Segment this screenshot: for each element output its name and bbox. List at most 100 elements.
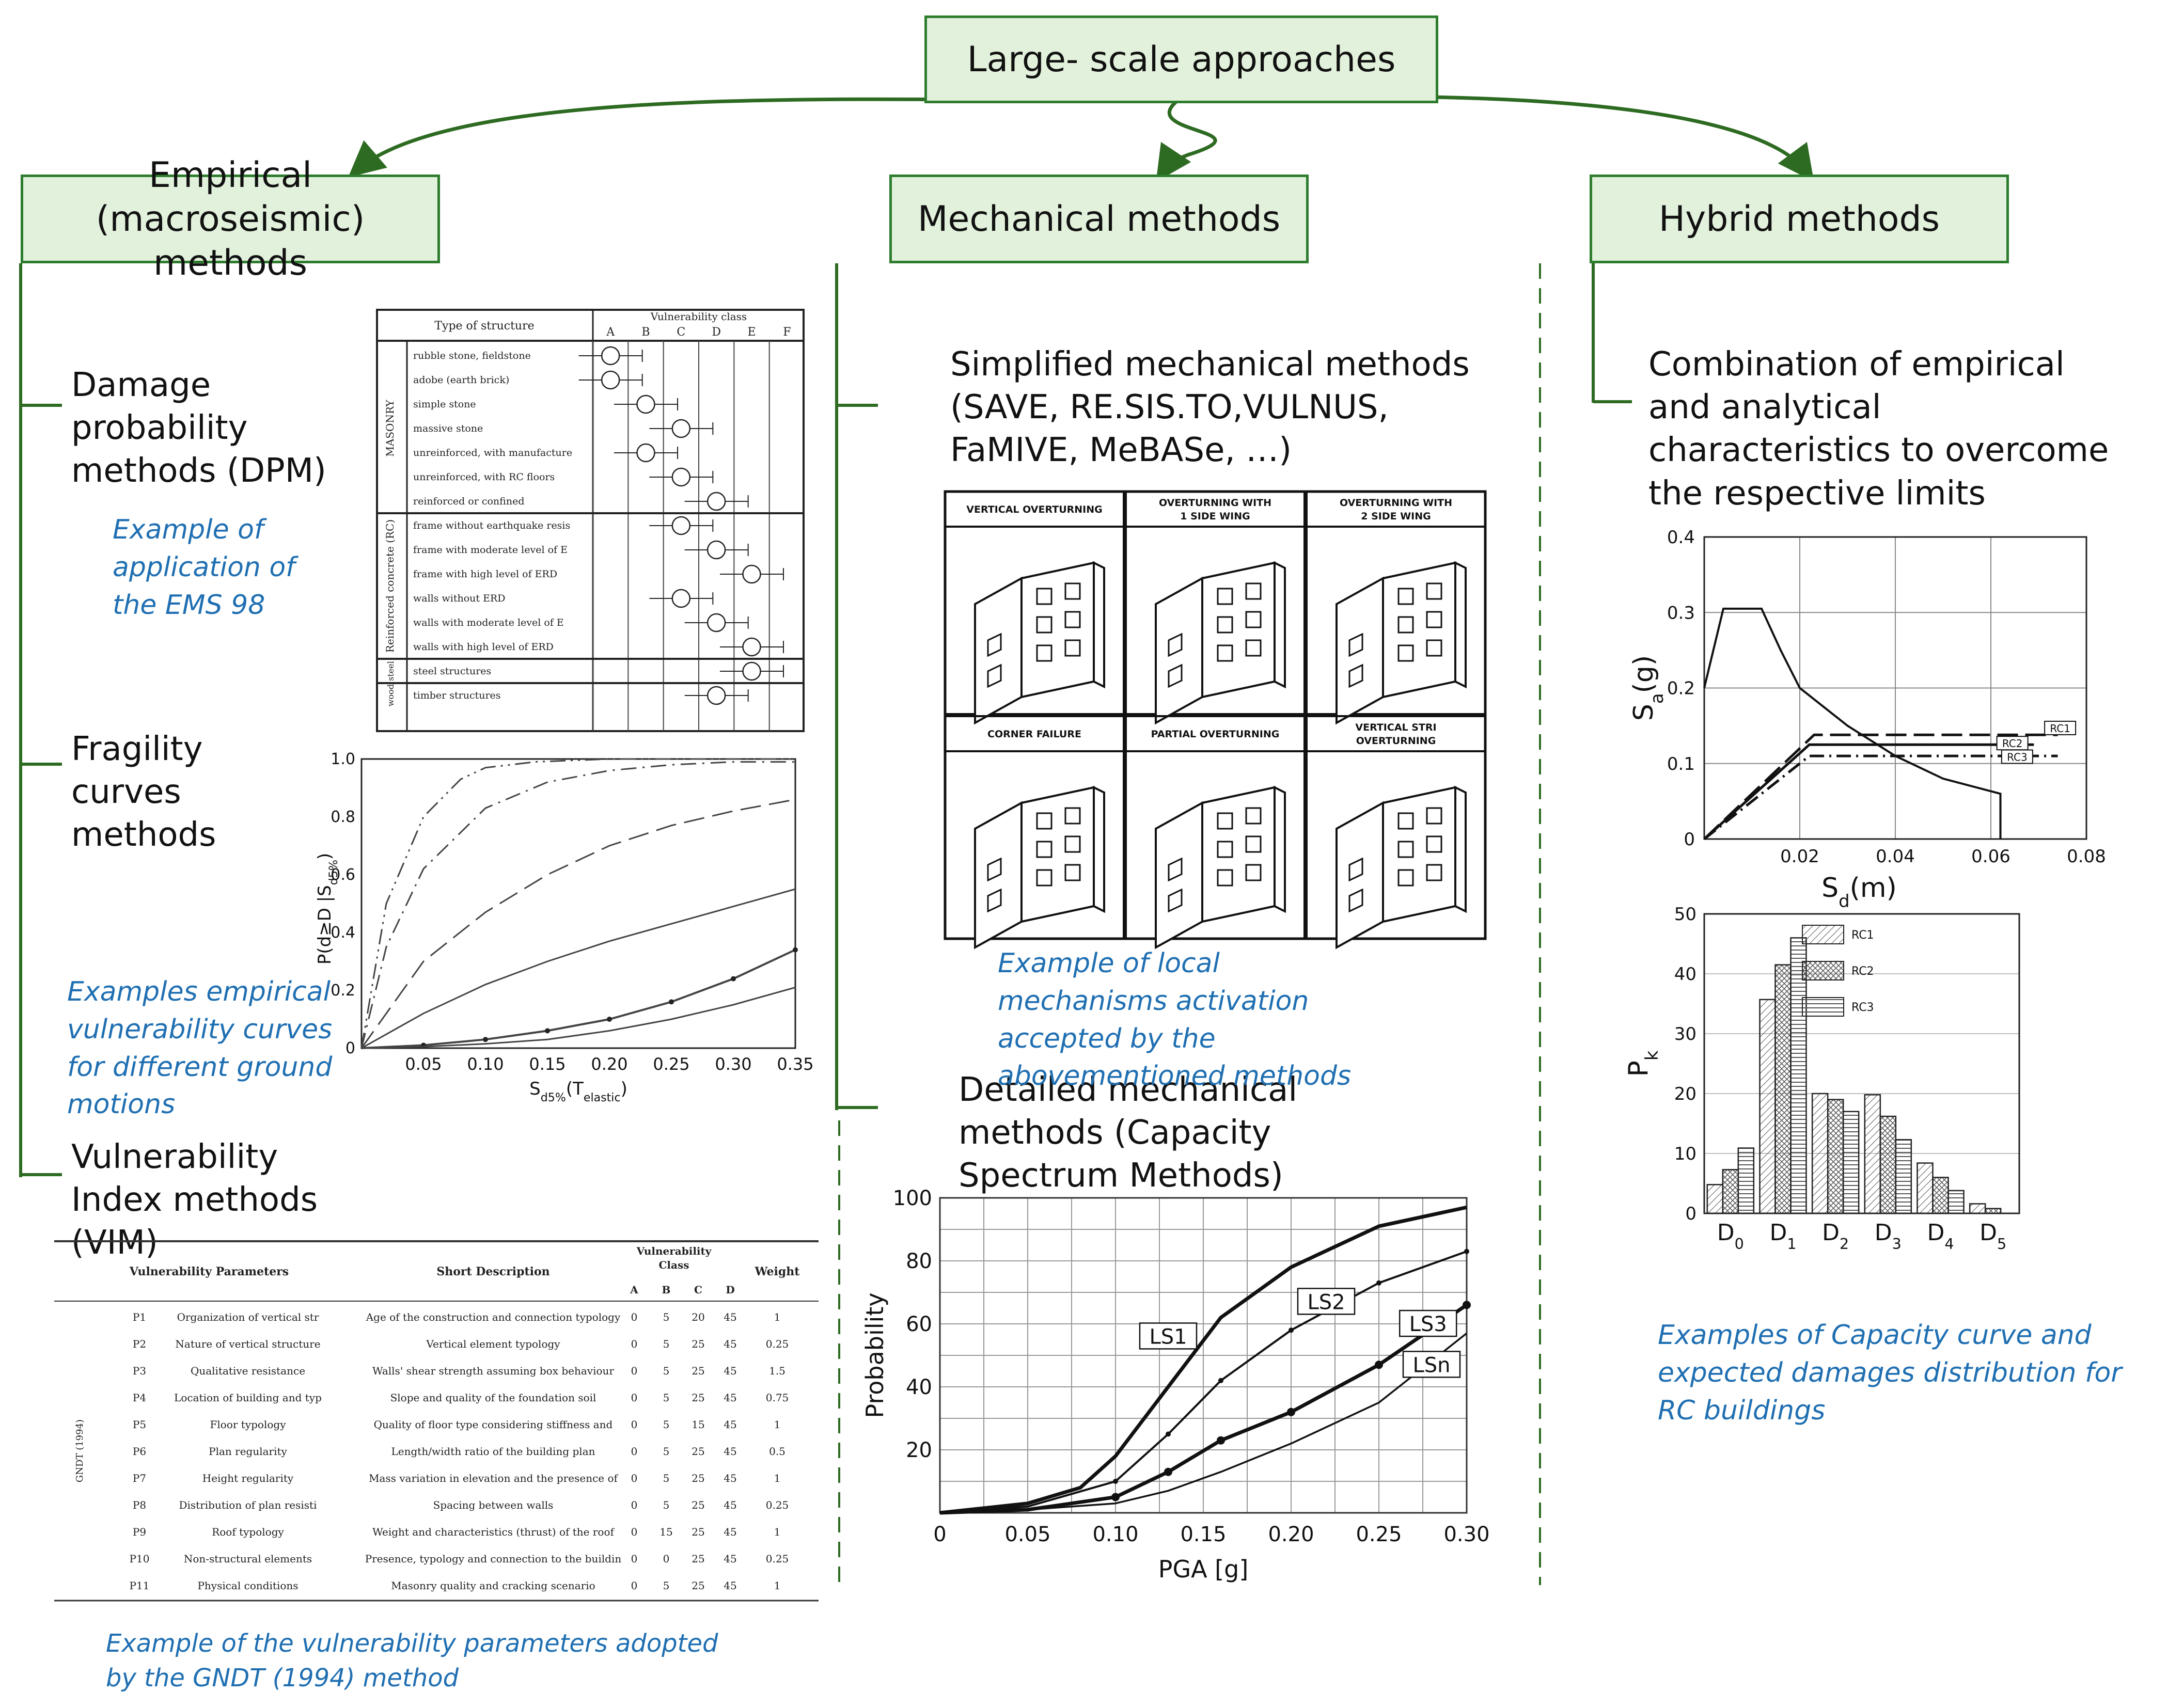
class-label-A: A	[606, 326, 615, 339]
most-likely-class-marker	[671, 467, 691, 487]
window	[1245, 582, 1262, 600]
class-label-C: C	[677, 326, 685, 339]
bar-rc1-d0	[1706, 1184, 1724, 1214]
damage-distribution-chart: 0 10 20 30 40 50 Pk D0 D1 D2 D3 D4 D5 RC1 RC2 RC3	[1623, 904, 2020, 1253]
class-label-B: B	[641, 326, 650, 339]
y-tick-label: 0.4	[331, 924, 355, 942]
class-score: 25	[692, 1338, 704, 1350]
most-likely-class-marker	[706, 540, 726, 560]
window	[1426, 611, 1442, 628]
window	[1036, 616, 1052, 634]
y-tick-label: 0	[1684, 829, 1695, 850]
curve-point	[1375, 1361, 1383, 1369]
hybrid-caption: Examples of Capacity curve and expected …	[1658, 1320, 2122, 1426]
front-face	[1382, 786, 1456, 923]
fragility-curve-2	[360, 761, 795, 1049]
window	[1036, 644, 1052, 662]
class-score: 45	[724, 1499, 736, 1511]
legend-label-rc2: RC2	[1851, 965, 1874, 978]
x-tick-label: 0.04	[1876, 846, 1915, 867]
parameter-weight: 0.75	[766, 1391, 789, 1404]
window	[1036, 841, 1052, 858]
bar-rc1-d1	[1759, 999, 1776, 1214]
legend-swatch	[1802, 961, 1844, 980]
parameter-name: Organization of vertical str	[177, 1311, 319, 1323]
simplified-caption: Example of local mechanisms activation a…	[998, 948, 1352, 1092]
class-score: 5	[663, 1418, 670, 1431]
x-tick-label: 0.15	[529, 1054, 565, 1074]
window	[987, 888, 1002, 913]
legend-label-rc1: RC1	[1851, 929, 1874, 942]
window	[1348, 663, 1363, 688]
parameter-id: P5	[133, 1418, 146, 1431]
window	[1245, 835, 1262, 853]
mechanism-label: VERTICAL OVERTURNING	[966, 504, 1102, 515]
arrow-to-mechanical	[1156, 99, 1217, 182]
class-score: 0	[631, 1553, 638, 1565]
class-score: 0	[631, 1391, 638, 1404]
y-tick-label: 0.1	[1667, 754, 1695, 774]
most-likely-class-marker	[742, 637, 761, 657]
class-score: 0	[631, 1338, 638, 1350]
bar-rc3-d1	[1790, 937, 1807, 1214]
y-tick-label: 0.8	[331, 808, 355, 826]
arrow-to-hybrid	[1182, 94, 1814, 182]
row-label: rubble stone, fieldstone	[413, 350, 531, 361]
category-label-d4: D4	[1927, 1220, 1954, 1253]
parameter-description: Weight and characteristics (thrust) of t…	[372, 1526, 615, 1538]
fragility-curve-4	[361, 888, 796, 1049]
window	[1036, 812, 1052, 830]
y-axis-label: P(d≥D |Sd5%)	[315, 853, 340, 964]
y-tick-label: 0	[345, 1039, 355, 1057]
header-parameters: Vulnerability Parameters	[129, 1265, 289, 1278]
row-label: frame without earthquake resis	[413, 520, 570, 531]
bar-rc3-d2	[1842, 1111, 1860, 1214]
parameter-weight: 1.5	[769, 1365, 785, 1377]
window	[1245, 864, 1262, 881]
class-score: 45	[724, 1391, 736, 1404]
series-label-ls3: LS3	[1409, 1312, 1447, 1336]
most-likely-class-marker	[636, 443, 655, 463]
header-type: Type of structure	[434, 320, 534, 333]
parameter-description: Age of the construction and connection t…	[366, 1311, 621, 1323]
capacity-curve-rc1	[1703, 733, 2058, 840]
y-tick-label: 0.6	[331, 866, 355, 884]
gndt-parameters-table: Vulnerability Parameters Short Descriptio…	[54, 1240, 819, 1602]
x-tick-label: 0	[933, 1523, 946, 1546]
parameter-description: Quality of floor type considering stiffn…	[374, 1418, 613, 1431]
class-score: 0	[631, 1526, 638, 1538]
class-score: 45	[724, 1579, 736, 1592]
fragility-caption: Examples empirical vulnerability curves …	[67, 976, 333, 1120]
mechanism-cell	[944, 715, 1125, 940]
side-face	[1274, 561, 1286, 689]
y-tick-label: 50	[1674, 904, 1696, 925]
y-tick-label: 40	[1674, 964, 1696, 985]
curve-point	[731, 976, 736, 982]
x-tick-label: 0.05	[405, 1054, 442, 1074]
parameter-weight: 1	[774, 1418, 781, 1431]
category-label-d3: D3	[1875, 1220, 1902, 1253]
fragility-curve-3	[360, 798, 796, 1049]
window	[1397, 869, 1414, 887]
window	[1036, 869, 1052, 887]
group-label: wood	[386, 684, 396, 706]
parameter-name: Floor typology	[210, 1418, 287, 1431]
class-score: 0	[631, 1365, 638, 1377]
arrow-to-empirical	[348, 97, 1173, 178]
y-tick-label: 0.4	[1667, 527, 1695, 548]
parameter-id: P2	[133, 1338, 146, 1350]
x-tick-label: 0.10	[1092, 1523, 1138, 1546]
parameter-id: P3	[133, 1365, 146, 1377]
most-likely-class-marker	[706, 613, 726, 632]
category-label-d2: D2	[1822, 1220, 1849, 1253]
building-sketch	[1336, 561, 1467, 725]
hybrid-node: Hybrid methods	[1590, 175, 2009, 263]
y-tick-label: 80	[906, 1250, 932, 1273]
vim-caption: Example of the vulnerability parameters …	[106, 1629, 718, 1693]
curve-point	[483, 1037, 488, 1042]
most-likely-class-marker	[742, 564, 761, 584]
row-label: steel structures	[413, 666, 491, 677]
parameter-weight: 0.5	[769, 1445, 785, 1458]
y-tick-label: 10	[1674, 1144, 1696, 1164]
parameter-name: Plan regularity	[209, 1445, 287, 1458]
